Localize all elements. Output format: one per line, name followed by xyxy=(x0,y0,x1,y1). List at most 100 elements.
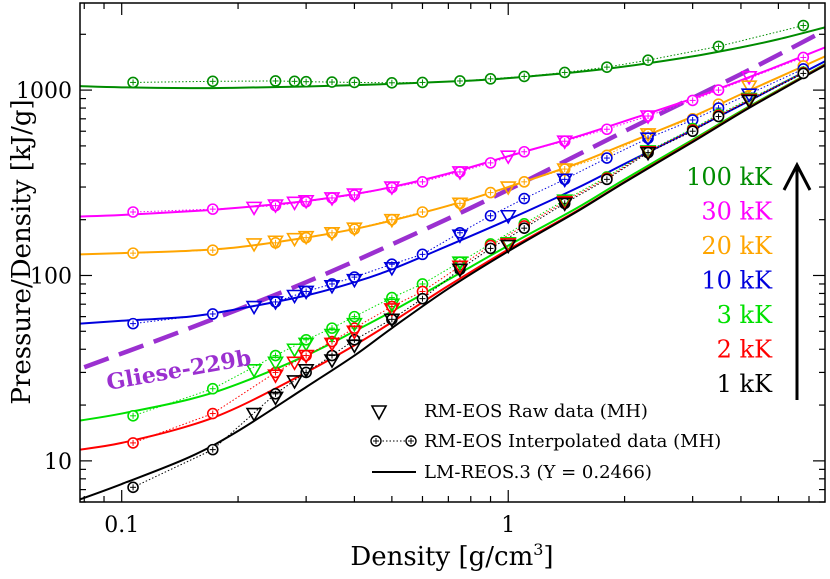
raw-point-30-kk xyxy=(639,110,657,125)
raw-point-2-kk xyxy=(323,337,341,353)
raw-point-1-kk xyxy=(323,354,341,369)
raw-point-1-kk xyxy=(286,375,303,390)
curve-layer xyxy=(80,26,825,501)
legend-interp-label: RM-EOS Interpolated data (MH) xyxy=(424,431,721,452)
interp-point-100-kk xyxy=(300,75,312,88)
raw-point-10-kk xyxy=(267,296,284,311)
raw-markers-layer xyxy=(245,70,758,423)
y-tick-label: 100 xyxy=(30,264,72,289)
interp-point-100-kk xyxy=(518,70,531,83)
interp-point-30-kk xyxy=(206,203,219,215)
raw-point-30-kk xyxy=(267,199,284,214)
interp-point-10-kk xyxy=(206,308,219,320)
raw-point-10-kk xyxy=(383,262,401,277)
interp-point-20-kk xyxy=(127,247,139,259)
interp-point-1-kk xyxy=(484,242,497,255)
raw-point-1-kk xyxy=(346,339,363,354)
temperature-arrow-head xyxy=(782,161,812,191)
series-labels: 100 kK 30 kK 20 kK 10 kK 3 kK 2 kK 1 kK xyxy=(686,163,773,398)
raw-point-10-kk xyxy=(639,132,657,147)
raw-point-1-kk xyxy=(245,407,263,423)
raw-point-20-kk xyxy=(323,226,341,242)
interp-point-100-kk xyxy=(712,40,725,53)
interp-point-30-kk xyxy=(416,176,429,188)
curve-3-kk xyxy=(80,63,825,422)
raw-point-20-kk xyxy=(740,80,758,95)
raw-point-30-kk xyxy=(346,188,363,203)
interp-point-10-kk xyxy=(386,258,398,271)
interp-point-100-kk xyxy=(348,76,361,89)
raw-point-30-kk xyxy=(323,192,341,207)
raw-point-20-kk xyxy=(346,222,363,237)
raw-point-30-kk xyxy=(286,196,303,211)
interp-connector-10-kk xyxy=(133,68,804,325)
raw-point-1-kk xyxy=(639,146,657,162)
interp-connector-1-kk xyxy=(132,72,804,488)
interp-point-30-kk xyxy=(601,123,613,136)
raw-point-3-kk xyxy=(267,356,284,371)
raw-point-10-kk xyxy=(556,173,574,188)
plot-content xyxy=(80,19,825,501)
y-tick-label: 10 xyxy=(44,450,72,475)
raw-point-1-kk xyxy=(499,239,517,255)
interp-point-100-kk xyxy=(416,76,429,89)
interp-point-100-kk xyxy=(288,75,301,88)
interp-point-3-kk xyxy=(269,349,282,362)
raw-point-1-kk xyxy=(556,197,574,212)
interp-point-30-kk xyxy=(127,206,139,218)
interp-connector-2-kk xyxy=(132,72,804,444)
interp-point-100-kk xyxy=(386,76,398,89)
raw-point-10-kk xyxy=(297,285,315,301)
raw-point-20-kk xyxy=(267,235,284,250)
series-label-3-kk: 3 kK xyxy=(717,301,773,329)
raw-point-3-kk xyxy=(383,298,401,313)
y-tick-label: 1000 xyxy=(16,79,72,104)
curve-100-kk xyxy=(80,26,825,90)
raw-point-30-kk xyxy=(740,70,758,86)
series-label-30-kk: 30 kK xyxy=(701,198,773,226)
interp-point-10-kk xyxy=(416,248,429,261)
raw-point-2-kk xyxy=(297,349,315,365)
interp-point-1-kk xyxy=(518,222,531,234)
raw-point-2-kk xyxy=(499,238,517,253)
interp-point-100-kk xyxy=(206,75,219,88)
raw-point-2-kk xyxy=(383,303,401,318)
raw-point-20-kk xyxy=(451,197,469,212)
interp-point-3-kk xyxy=(326,322,338,334)
interp-point-2-kk xyxy=(127,437,139,449)
interp-point-1-kk xyxy=(686,125,699,138)
series-label-20-kk: 20 kK xyxy=(701,232,773,260)
interp-point-100-kk xyxy=(558,66,571,79)
x-axis-title: Density [g/cm3] xyxy=(350,540,553,572)
interp-point-2-kk xyxy=(206,407,219,420)
interp-point-100-kk xyxy=(601,61,613,73)
raw-point-30-kk xyxy=(297,194,315,210)
interp-point-20-kk xyxy=(416,206,429,218)
raw-point-1-kk xyxy=(740,94,758,109)
interp-point-20-kk xyxy=(518,176,531,188)
y-axis-title: Pressure/Density [kJ/g] xyxy=(7,99,37,404)
interp-point-10-kk xyxy=(127,317,139,330)
raw-point-3-kk xyxy=(245,363,263,379)
raw-point-30-kk xyxy=(556,135,574,150)
x-tick-label: 1 xyxy=(501,513,515,538)
series-label-2-kk: 2 kK xyxy=(717,336,773,364)
raw-point-20-kk xyxy=(383,213,401,229)
interp-point-100-kk xyxy=(127,76,139,89)
series-label-100-kk: 100 kK xyxy=(686,163,773,191)
interp-point-100-kk xyxy=(642,54,654,66)
interp-point-20-kk xyxy=(484,186,497,199)
plot-frame xyxy=(79,2,826,503)
legend: RM-EOS Raw data (MH) RM-EOS Interpolated… xyxy=(370,401,721,483)
reference-line-layer xyxy=(83,28,825,370)
raw-point-20-kk xyxy=(556,163,574,178)
interp-point-1-kk xyxy=(712,110,725,123)
raw-point-30-kk xyxy=(499,150,517,165)
interp-point-1-kk xyxy=(416,292,429,305)
raw-point-30-kk xyxy=(451,166,469,181)
raw-point-10-kk xyxy=(346,273,363,289)
interp-point-100-kk xyxy=(484,73,497,85)
interp-point-20-kk xyxy=(206,244,219,256)
interp-point-100-kk xyxy=(454,75,466,87)
